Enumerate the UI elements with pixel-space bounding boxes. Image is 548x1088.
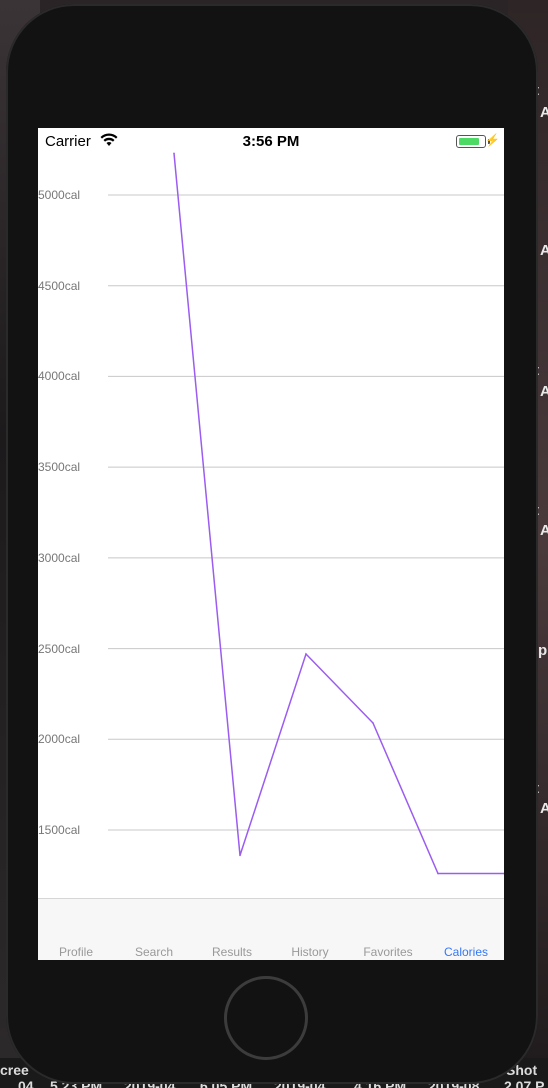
desktop-label: p	[538, 642, 548, 659]
tab-profile[interactable]: Profile	[58, 945, 93, 959]
data-point	[372, 722, 374, 724]
data-point	[503, 872, 504, 875]
y-tick-label: 1500cal	[38, 823, 81, 837]
desktop-label: cree	[0, 1062, 29, 1078]
home-button[interactable]	[224, 976, 308, 1060]
battery-tip	[488, 139, 490, 144]
wifi-icon	[100, 133, 118, 146]
data-point	[437, 872, 439, 875]
battery-icon	[456, 135, 486, 148]
status-bar: Carrier 3:56 PM ⚡	[38, 128, 504, 154]
y-tick-label: 3500cal	[38, 460, 81, 475]
tab-history[interactable]: History	[291, 945, 329, 959]
desktop-label: A	[540, 104, 548, 121]
tab-search[interactable]: Search	[134, 945, 174, 959]
carrier-label: Carrier	[45, 133, 91, 150]
battery-level	[459, 138, 479, 145]
y-tick-label: 3000cal	[38, 550, 81, 565]
series-line	[173, 153, 504, 875]
app-screen: Carrier 3:56 PM ⚡ 5000cal 4500cal 4000cal 3…	[38, 128, 504, 960]
calories-line-chart	[108, 152, 504, 875]
desktop-label: A	[540, 383, 548, 400]
data-point	[173, 152, 175, 155]
desktop-label: 2.07 P	[504, 1078, 545, 1088]
charging-bolt-icon: ⚡	[485, 133, 500, 147]
data-point	[239, 854, 241, 857]
y-tick-label: 4500cal	[38, 278, 81, 293]
desktop-label: A	[540, 800, 548, 817]
desktop-label: A	[540, 522, 548, 539]
y-tick-label: 5000cal	[38, 188, 81, 202]
tab-bar: Profile Search Results History Favorites…	[38, 898, 504, 960]
desktop-label: 04	[18, 1078, 34, 1088]
tab-calories[interactable]: Calories	[443, 945, 488, 959]
y-tick-label: 2500cal	[38, 641, 81, 656]
y-tick-label: 4000cal	[38, 369, 81, 384]
status-time: 3:56 PM	[242, 133, 300, 150]
data-point	[305, 653, 307, 655]
y-tick-label: 2000cal	[38, 732, 81, 747]
tab-favorites[interactable]: Favorites	[363, 945, 413, 959]
desktop-label: A	[540, 242, 548, 259]
tab-results[interactable]: Results	[211, 945, 252, 959]
